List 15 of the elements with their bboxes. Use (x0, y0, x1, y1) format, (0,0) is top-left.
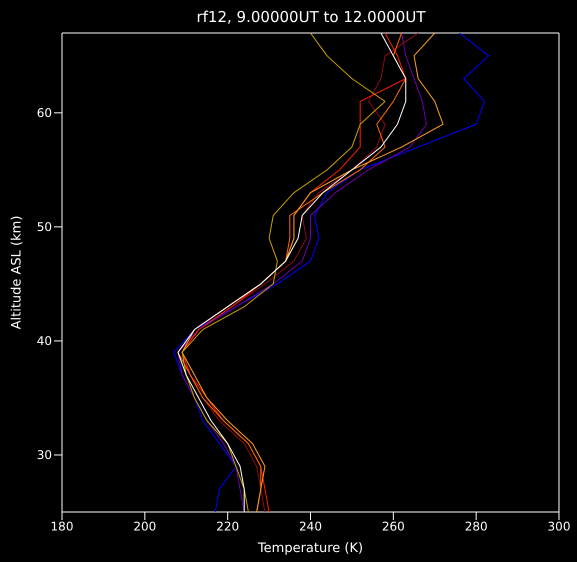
x-tick-label: 280 (464, 520, 488, 534)
x-tick-label: 220 (216, 520, 240, 534)
y-tick-label: 30 (36, 448, 52, 462)
y-axis-title: Altitude ASL (km) (10, 216, 25, 330)
x-tick-label: 260 (382, 520, 405, 534)
y-tick-label: 50 (36, 220, 52, 234)
chart-title: rf12, 9.00000UT to 12.0000UT (195, 8, 427, 26)
x-tick-label: 300 (548, 520, 570, 534)
line-series (173, 33, 490, 512)
x-axis-title: Temperature (K) (256, 541, 364, 556)
x-tick-label: 180 (50, 520, 74, 534)
x-tick-label: 200 (133, 520, 156, 534)
y-tick-label: 40 (36, 334, 52, 348)
x-tick-label: 240 (299, 520, 322, 534)
y-tick-label: 60 (36, 106, 52, 120)
